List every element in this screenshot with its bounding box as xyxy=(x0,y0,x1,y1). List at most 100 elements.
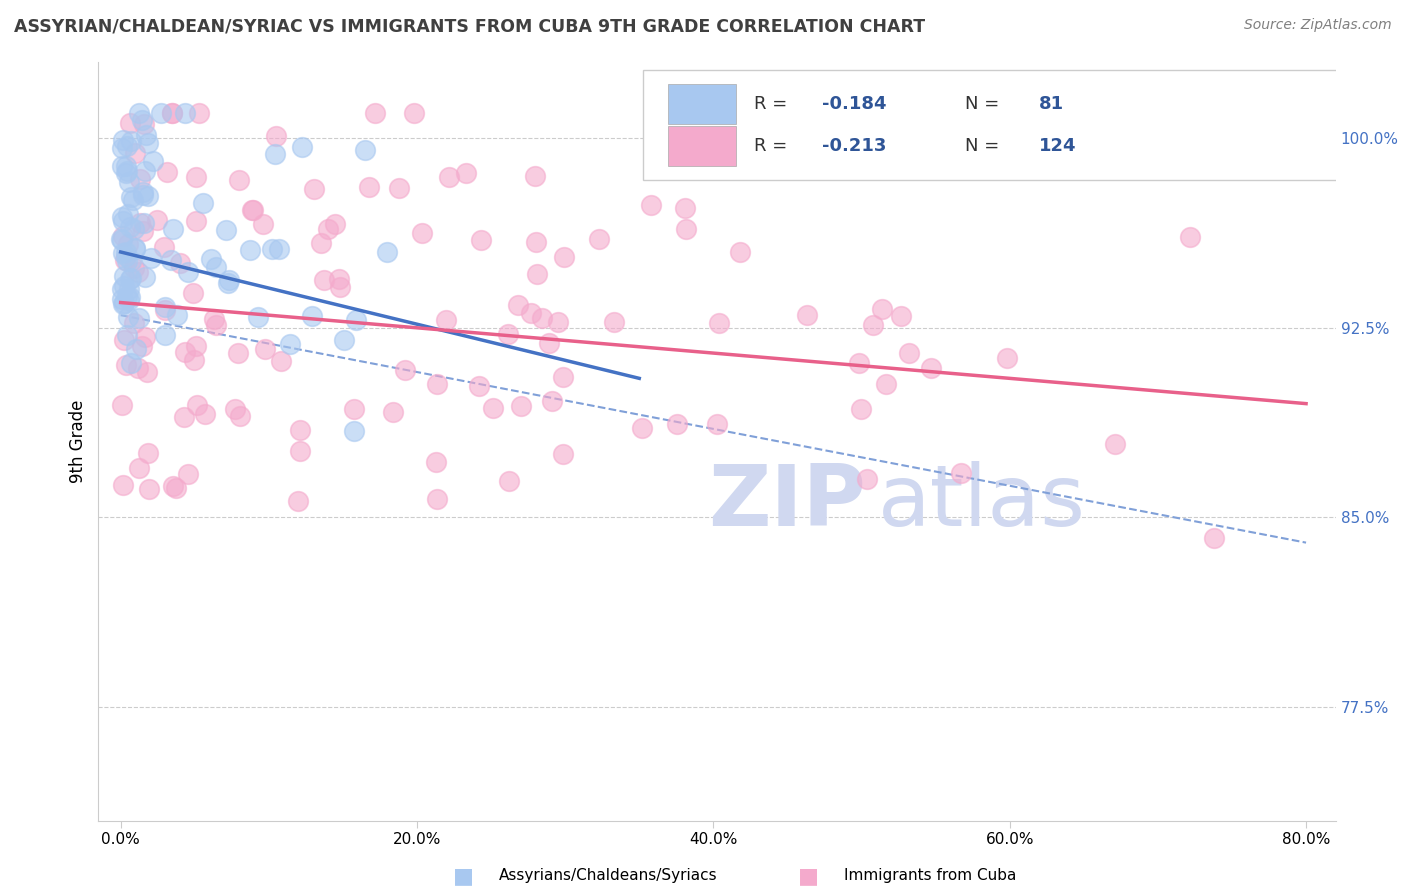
Point xyxy=(115,245,138,260)
Point xyxy=(288,423,311,437)
Point xyxy=(112,297,135,311)
Point xyxy=(128,311,150,326)
Point xyxy=(169,256,191,270)
Point xyxy=(165,481,187,495)
Point xyxy=(115,164,138,178)
Point xyxy=(217,276,239,290)
Point xyxy=(1180,230,1202,244)
Point xyxy=(129,216,152,230)
Text: -0.213: -0.213 xyxy=(823,136,887,155)
Point xyxy=(342,424,364,438)
Point xyxy=(553,250,575,264)
Point xyxy=(215,223,238,237)
Point xyxy=(146,212,169,227)
Point xyxy=(404,106,426,120)
Point xyxy=(551,447,574,461)
Point xyxy=(862,318,884,333)
Point xyxy=(796,309,818,323)
Text: ■: ■ xyxy=(454,866,474,886)
Point xyxy=(120,189,142,203)
Point xyxy=(270,353,292,368)
Point xyxy=(524,235,547,250)
Point xyxy=(112,295,135,310)
Point xyxy=(136,136,159,150)
Point xyxy=(111,140,134,154)
Point xyxy=(112,333,135,347)
Point xyxy=(177,467,200,482)
Point xyxy=(242,202,264,217)
Point xyxy=(467,379,489,393)
Point xyxy=(673,202,696,216)
Point xyxy=(138,482,160,496)
Point xyxy=(115,288,138,302)
Point xyxy=(994,156,1017,170)
Text: Assyrians/Chaldeans/Syriacs: Assyrians/Chaldeans/Syriacs xyxy=(499,869,717,883)
Point xyxy=(316,221,339,235)
Point xyxy=(120,271,142,285)
Point xyxy=(111,398,134,412)
Point xyxy=(120,134,142,148)
Point xyxy=(218,272,240,286)
Point xyxy=(125,342,148,356)
Point xyxy=(134,164,156,178)
Point xyxy=(851,402,873,417)
Point xyxy=(152,240,174,254)
Point xyxy=(173,344,195,359)
Point xyxy=(537,336,560,351)
Point xyxy=(114,253,136,268)
Point xyxy=(264,128,287,143)
Point xyxy=(640,198,662,212)
Point xyxy=(117,206,139,220)
Point xyxy=(135,128,157,142)
Point xyxy=(111,283,134,297)
Text: ASSYRIAN/CHALDEAN/SYRIAC VS IMMIGRANTS FROM CUBA 9TH GRADE CORRELATION CHART: ASSYRIAN/CHALDEAN/SYRIAC VS IMMIGRANTS F… xyxy=(14,18,925,36)
Point xyxy=(508,298,530,312)
Point xyxy=(267,242,290,256)
Point xyxy=(728,244,751,259)
Point xyxy=(1104,436,1126,450)
Point xyxy=(112,214,135,228)
Point xyxy=(434,313,457,327)
Point xyxy=(149,106,172,120)
Point xyxy=(191,196,214,211)
Point xyxy=(120,356,142,370)
Text: 124: 124 xyxy=(1039,136,1076,155)
Text: ■: ■ xyxy=(799,866,818,886)
FancyBboxPatch shape xyxy=(668,85,735,124)
Point xyxy=(188,106,211,120)
Point xyxy=(359,180,381,194)
Point xyxy=(120,220,142,235)
Point xyxy=(138,445,160,459)
Text: N =: N = xyxy=(965,136,1004,155)
Point xyxy=(1067,152,1090,166)
Point xyxy=(278,337,301,351)
Point xyxy=(160,106,183,120)
Point xyxy=(387,180,409,194)
Point xyxy=(124,241,146,255)
Point xyxy=(153,302,176,317)
Point xyxy=(118,175,141,189)
Point xyxy=(132,224,155,238)
Point xyxy=(239,243,262,257)
Point xyxy=(115,159,138,173)
Point xyxy=(333,334,356,348)
Point xyxy=(328,272,350,286)
Point xyxy=(950,466,973,480)
Text: Immigrants from Cuba: Immigrants from Cuba xyxy=(844,869,1017,883)
Point xyxy=(547,315,569,329)
Point xyxy=(631,421,654,435)
Point xyxy=(228,173,250,187)
Text: -0.184: -0.184 xyxy=(823,95,887,113)
Point xyxy=(329,280,352,294)
Point xyxy=(205,260,228,274)
Point xyxy=(353,143,375,157)
Point xyxy=(115,139,138,153)
Point xyxy=(551,370,574,384)
Point xyxy=(132,185,155,199)
Point xyxy=(343,402,366,417)
Point xyxy=(120,116,142,130)
Point xyxy=(240,203,263,218)
Point xyxy=(666,417,689,431)
Point xyxy=(224,402,246,417)
Text: ZIP: ZIP xyxy=(707,460,866,544)
